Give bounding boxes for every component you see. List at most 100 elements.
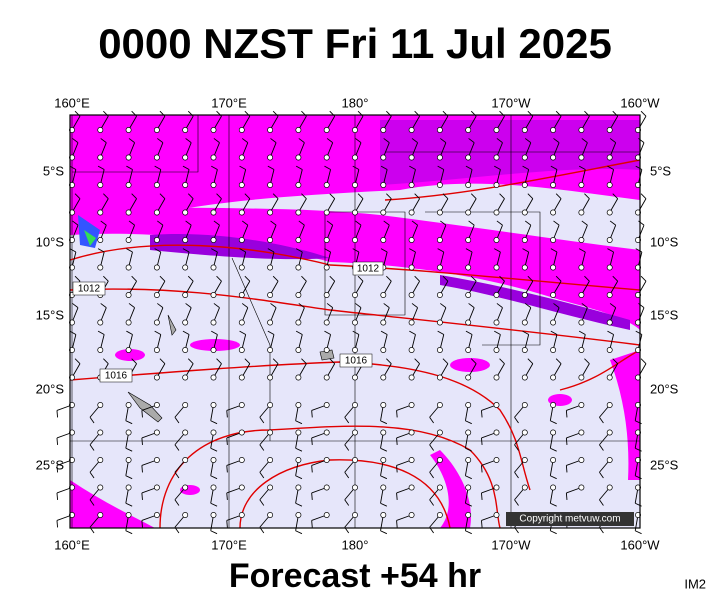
barb-feather — [581, 220, 588, 226]
barb-station — [352, 429, 358, 436]
barb-station — [210, 512, 217, 518]
barb-station — [493, 319, 500, 326]
barb-station — [238, 484, 245, 491]
barb-feather — [355, 138, 362, 144]
barb-feather — [259, 444, 265, 451]
barb-station — [352, 127, 358, 133]
wind-barbs — [56, 110, 647, 535]
barb-station — [267, 154, 274, 161]
barb-feather — [187, 358, 194, 364]
barb-station — [182, 429, 189, 436]
barb-feather — [555, 275, 562, 282]
lat-label: 15°S — [36, 307, 65, 322]
barb-station — [323, 237, 330, 243]
barb-station — [436, 237, 443, 243]
barb-station — [635, 182, 641, 188]
barb-station — [635, 154, 641, 161]
barb-station — [606, 319, 613, 326]
barb-feather — [565, 492, 568, 500]
barb-station — [380, 237, 387, 243]
barb-feather — [56, 410, 59, 418]
barb-feather — [496, 220, 503, 226]
barb-station — [635, 264, 641, 271]
barb-feather — [154, 330, 161, 335]
barb-station — [97, 512, 104, 518]
barb-feather — [324, 248, 331, 253]
barb-feather — [550, 447, 557, 452]
barb-station — [238, 429, 245, 436]
barb-feather — [89, 444, 95, 451]
barb-feather — [494, 165, 501, 170]
barb-feather — [344, 499, 350, 506]
barb-station — [408, 484, 415, 491]
barb-station — [97, 319, 104, 326]
barb-feather — [481, 492, 483, 500]
barb-feather — [226, 437, 228, 445]
barb-station — [153, 154, 160, 161]
barb-feather — [141, 465, 143, 473]
barb-station — [521, 319, 528, 326]
barb-feather — [344, 416, 350, 424]
barb-station — [153, 374, 160, 381]
barb-feather — [581, 303, 588, 309]
barb-station — [323, 457, 330, 463]
barb-feather — [465, 447, 472, 452]
barb-feather — [383, 220, 390, 226]
barb-feather — [411, 220, 418, 226]
barb-feather — [69, 248, 77, 253]
barb-feather — [241, 303, 249, 309]
barb-feather — [126, 330, 133, 335]
barb-feather — [496, 303, 503, 309]
barb-station — [352, 457, 358, 463]
barb-feather — [386, 358, 392, 364]
barb-station — [465, 512, 472, 518]
barb-station — [635, 347, 641, 353]
barb-station — [210, 237, 217, 243]
barb-station — [550, 154, 557, 161]
barb-feather — [226, 410, 228, 418]
barb-station — [295, 182, 302, 188]
barb-station — [153, 127, 160, 133]
barb-station — [352, 319, 358, 326]
barb-station — [97, 484, 104, 491]
barb-station — [153, 292, 160, 298]
barb-station — [295, 154, 302, 161]
barb-station — [210, 402, 217, 408]
barb-station — [493, 347, 500, 353]
barb-feather — [324, 165, 331, 170]
barb-feather — [311, 410, 313, 418]
barb-feather — [344, 471, 350, 479]
barb-station — [125, 209, 132, 216]
barb-feather — [157, 220, 164, 226]
barb-station — [352, 347, 358, 353]
barb-station — [436, 319, 443, 326]
barb-station — [408, 237, 415, 243]
barb-feather — [329, 193, 336, 199]
barb-station — [267, 429, 274, 436]
barb-station — [238, 402, 245, 408]
barb-feather — [437, 330, 444, 335]
barb-station — [153, 484, 160, 491]
barb-station — [238, 292, 245, 298]
barb-feather — [470, 275, 477, 282]
barb-feather — [157, 303, 164, 309]
barb-feather — [386, 275, 392, 282]
barb-feather — [89, 499, 95, 506]
barb-station — [606, 347, 613, 353]
barb-station — [635, 457, 641, 463]
barb-feather — [607, 165, 614, 170]
barb-station — [295, 292, 302, 298]
barb-station — [295, 512, 302, 518]
barb-feather — [154, 165, 161, 170]
barb-station — [465, 154, 472, 161]
barb-feather — [125, 530, 133, 535]
barb-station — [323, 512, 330, 518]
barb-station — [493, 484, 500, 491]
barb-station — [295, 347, 302, 353]
barb-station — [380, 347, 387, 353]
barb-station — [182, 154, 189, 161]
barb-station — [521, 182, 528, 188]
barb-feather — [638, 220, 645, 226]
barb-station — [182, 127, 189, 133]
barb-station — [238, 374, 245, 381]
